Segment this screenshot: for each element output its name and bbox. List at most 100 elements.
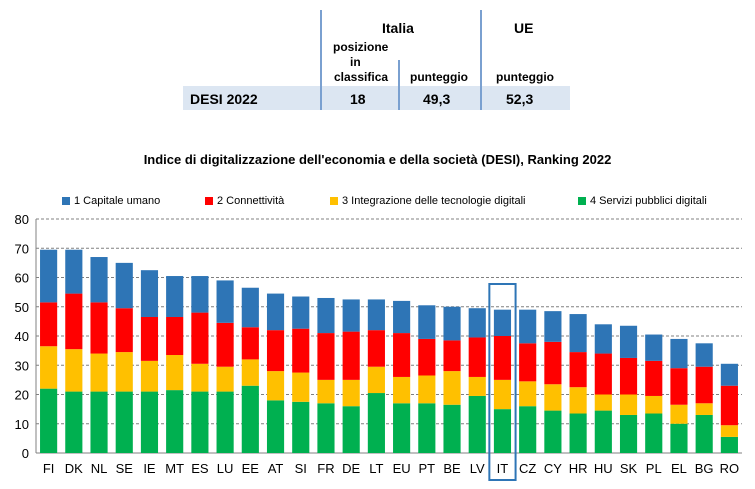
bar-segment xyxy=(342,406,360,453)
bar-segment xyxy=(493,309,512,336)
bar-segment xyxy=(166,316,184,356)
bar-segment xyxy=(468,395,486,453)
x-tick-label: CZ xyxy=(519,461,536,476)
bar-segment xyxy=(519,309,537,344)
bar-segment xyxy=(519,343,537,382)
bar-segment xyxy=(166,276,184,317)
legend-item: 2 Connettività xyxy=(205,195,284,207)
bar-segment xyxy=(594,394,612,411)
bar-segment xyxy=(619,357,638,395)
highlight-box xyxy=(488,283,517,481)
bar-segment xyxy=(367,299,385,331)
bar-segment xyxy=(493,379,512,410)
col-posizione-2: in xyxy=(350,55,361,69)
bar-segment xyxy=(619,414,638,453)
posizione-value: 18 xyxy=(350,91,366,107)
bar-segment xyxy=(40,388,58,453)
bar-segment xyxy=(65,293,83,350)
bar-segment xyxy=(519,381,537,407)
y-tick-label: 60 xyxy=(15,271,29,286)
bar-segment xyxy=(90,391,108,453)
bar-segment xyxy=(266,400,285,453)
punteggio-italia-value: 49,3 xyxy=(423,91,451,107)
x-tick-label: CY xyxy=(544,461,562,476)
bar-segment xyxy=(342,379,360,407)
bar-segment xyxy=(241,385,259,453)
bar-segment xyxy=(90,353,108,392)
bar-segment xyxy=(216,391,234,453)
bar-segment xyxy=(544,384,562,411)
x-tick-label: MT xyxy=(165,461,184,476)
x-tick-label: HR xyxy=(569,461,588,476)
x-tick-label: ES xyxy=(191,461,209,476)
y-tick-label: 40 xyxy=(15,329,29,344)
legend-swatch xyxy=(578,197,586,205)
x-tick-label: HU xyxy=(594,461,613,476)
col-posizione-3: classifica xyxy=(334,70,389,84)
x-tick-label: DK xyxy=(65,461,83,476)
bar-segment xyxy=(569,387,587,414)
bar-segment xyxy=(645,360,663,396)
italia-header: Italia xyxy=(382,20,414,36)
bar-segment xyxy=(418,403,436,453)
bar-segment xyxy=(468,337,486,377)
bar-segment xyxy=(645,395,663,414)
x-tick-label: LT xyxy=(369,461,383,476)
bar-segment xyxy=(90,257,108,303)
bar-segment xyxy=(544,410,562,453)
bar-segment xyxy=(140,391,159,453)
bar-segment xyxy=(65,349,83,392)
x-tick-label: BE xyxy=(443,461,461,476)
bar-segment xyxy=(317,403,335,453)
bar-segment xyxy=(720,385,738,426)
bar-segment xyxy=(166,390,184,453)
bar-segment xyxy=(266,330,285,372)
x-tick-label: LV xyxy=(470,461,485,476)
y-tick-label: 70 xyxy=(15,241,29,256)
bar-segment xyxy=(266,371,285,401)
bar-segment xyxy=(115,262,133,309)
bar-segment xyxy=(393,300,411,334)
bar-segment xyxy=(443,404,461,453)
punteggio-ue-value: 52,3 xyxy=(506,91,534,107)
bar-segment xyxy=(216,366,234,392)
col-punteggio-ue: punteggio xyxy=(496,70,554,84)
bar-segment xyxy=(292,401,310,453)
bar-segment xyxy=(569,352,587,388)
bar-segment xyxy=(695,403,713,415)
bar-segment xyxy=(266,293,285,331)
bar-segment xyxy=(393,333,411,377)
bar-segment xyxy=(443,340,461,372)
bar-segment xyxy=(140,316,159,361)
bar-segment xyxy=(418,338,436,376)
chart-legend: 1 Capitale umano 2 Connettività 3 Integr… xyxy=(0,195,755,211)
bar-segment xyxy=(317,379,335,404)
bar-segment xyxy=(342,331,360,380)
bar-segment xyxy=(367,393,385,453)
bar-segment xyxy=(393,376,411,404)
x-tick-label: FR xyxy=(317,461,334,476)
table-divider xyxy=(480,10,482,110)
bar-segment xyxy=(241,327,259,360)
col-punteggio-italia: punteggio xyxy=(410,70,468,84)
bar-segment xyxy=(367,366,385,394)
bar-segment xyxy=(191,363,209,392)
x-tick-label: IE xyxy=(143,461,156,476)
bar-segment xyxy=(115,308,133,353)
bar-segment xyxy=(695,366,713,404)
x-tick-label: EL xyxy=(671,461,687,476)
bar-segment xyxy=(292,328,310,373)
bar-segment xyxy=(216,280,234,323)
bar-segment xyxy=(418,375,436,404)
bar-segment xyxy=(317,333,335,380)
bar-segment xyxy=(443,306,461,341)
bar-segment xyxy=(166,355,184,391)
bar-segment xyxy=(519,406,537,453)
x-tick-label: RO xyxy=(720,461,740,476)
x-tick-label: EE xyxy=(242,461,260,476)
bar-segment xyxy=(241,287,259,328)
table-divider xyxy=(320,10,322,110)
bar-segment xyxy=(569,314,587,353)
bar-segment xyxy=(140,270,159,317)
x-tick-label: SI xyxy=(295,461,307,476)
